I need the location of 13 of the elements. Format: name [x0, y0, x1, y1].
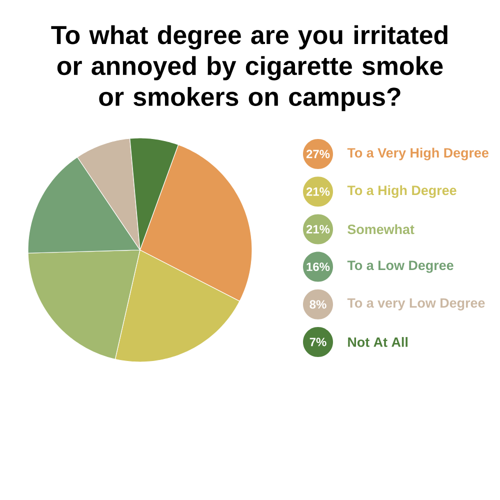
- legend-label: To a very Low Degree: [347, 298, 485, 310]
- data-label: 27%: [306, 150, 330, 158]
- legend-label: Somewhat: [348, 224, 414, 234]
- legend-label: To a Very High Degree: [347, 148, 488, 160]
- legend-label: To a Low Degree: [347, 260, 454, 273]
- chart-title: To what degree are you irritated or annoyed by cigarette smoke or smokers on campus?: [51, 25, 448, 112]
- data-label: 8%: [310, 300, 326, 309]
- data-label: 21%: [306, 224, 330, 234]
- data-label: 21%: [306, 187, 330, 196]
- data-label: 16%: [306, 262, 330, 272]
- data-label: 7%: [310, 338, 326, 346]
- legend-label: To a High Degree: [347, 185, 456, 198]
- legend-label: Not At All: [348, 337, 408, 347]
